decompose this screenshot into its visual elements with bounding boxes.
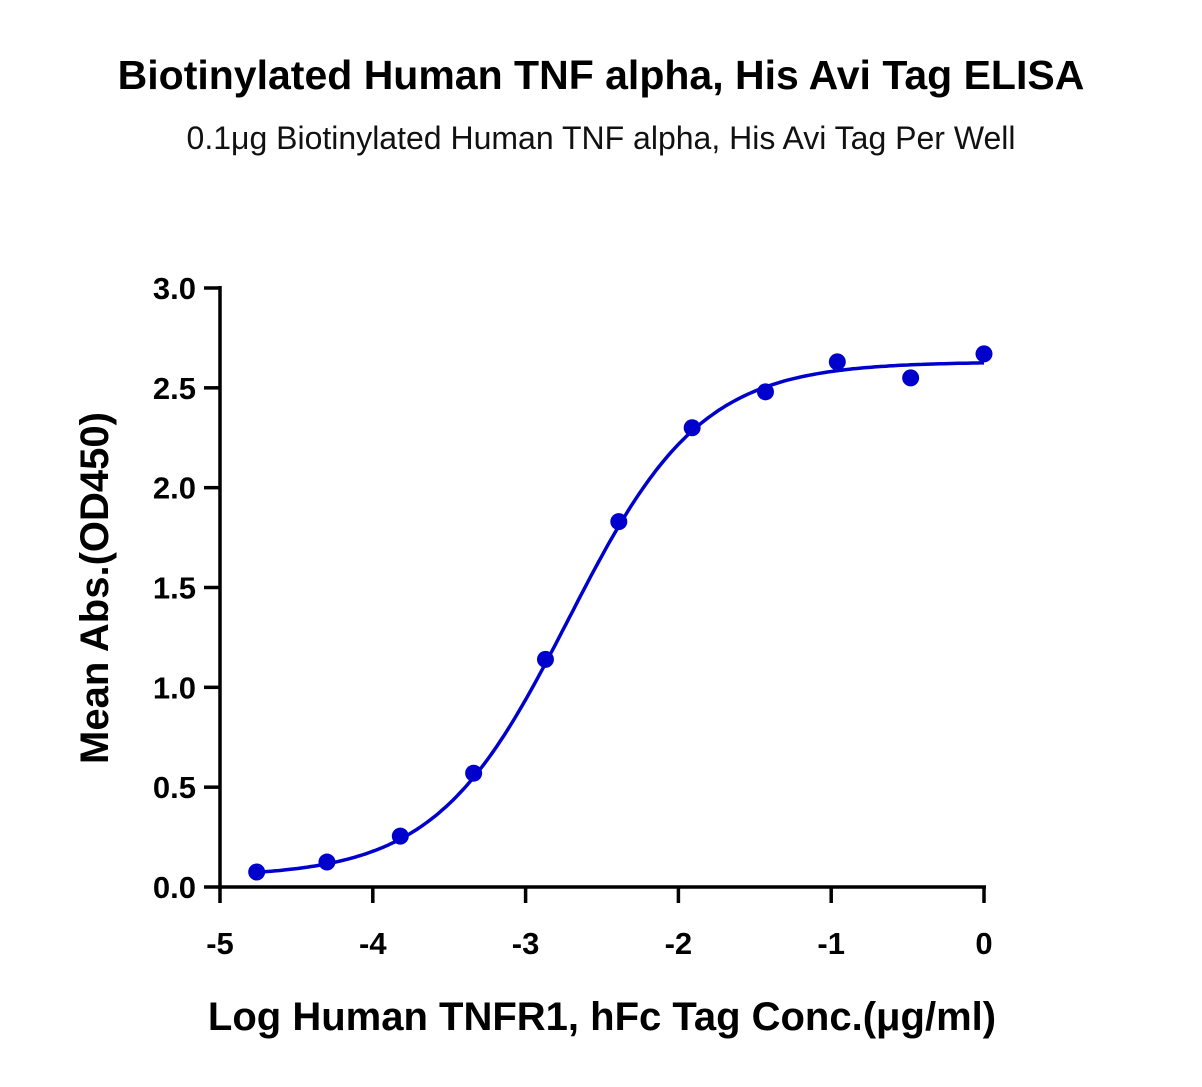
chart-subtitle: 0.1μg Biotinylated Human TNF alpha, His …	[186, 120, 1016, 156]
data-point	[610, 513, 628, 531]
chart-title: Biotinylated Human TNF alpha, His Avi Ta…	[117, 52, 1085, 98]
axes: 0.0 0.5 1.0 1.5 2.0 2.5 3.0 -5 -4 -3 -2 -1 0	[153, 271, 993, 961]
x-tick-label: -3	[512, 926, 540, 961]
y-tick-label: 2.5	[153, 371, 196, 406]
y-tick-label: 1.0	[153, 670, 196, 705]
y-tick-label: 1.5	[153, 571, 196, 606]
data-point	[756, 383, 774, 401]
x-tick-label: -1	[817, 926, 845, 961]
fit-curve	[256, 361, 984, 875]
data-point	[248, 863, 266, 881]
x-tick-label: -5	[206, 926, 234, 961]
data-point	[828, 353, 846, 371]
y-tick-label: 3.0	[153, 271, 196, 306]
data-point	[318, 853, 336, 871]
y-axis-label: Mean Abs.(OD450)	[73, 412, 117, 764]
data-points	[248, 345, 993, 881]
y-tick-label: 0.0	[153, 870, 196, 905]
y-tick-label: 2.0	[153, 471, 196, 506]
data-point	[391, 827, 409, 845]
x-axis-label: Log Human TNFR1, hFc Tag Conc.(μg/ml)	[208, 995, 996, 1039]
x-tick-label: -2	[665, 926, 693, 961]
fit-curve-group	[256, 361, 984, 875]
data-point	[465, 764, 483, 782]
x-tick-label: -4	[359, 926, 387, 961]
data-point	[975, 345, 993, 363]
y-tick-label: 0.5	[153, 770, 196, 805]
x-tick-label: 0	[975, 926, 992, 961]
data-point	[536, 650, 554, 668]
data-point	[902, 369, 920, 387]
data-point	[683, 419, 701, 437]
